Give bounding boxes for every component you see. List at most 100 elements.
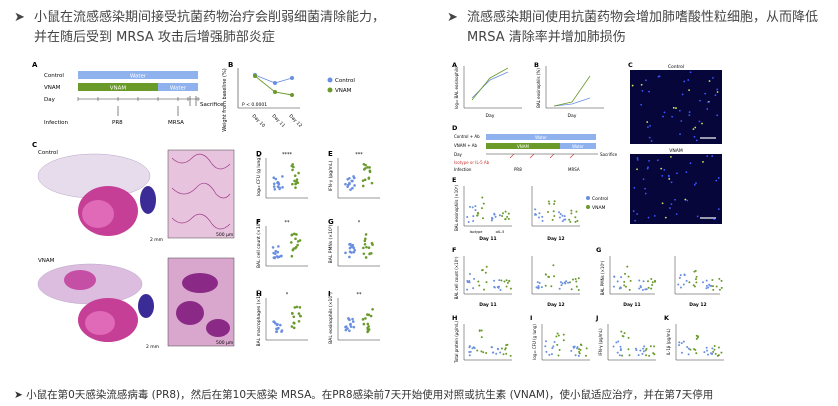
data-point bbox=[553, 340, 556, 343]
data-point bbox=[478, 329, 481, 332]
data-point bbox=[717, 346, 720, 349]
r-event-pr8: PR8 bbox=[514, 167, 522, 172]
data-point bbox=[575, 285, 578, 288]
data-point bbox=[642, 350, 645, 353]
cell-dot bbox=[670, 203, 673, 206]
r-panel-j-letter: J bbox=[595, 314, 598, 322]
microscopy-cells bbox=[631, 71, 720, 222]
data-point bbox=[505, 279, 508, 282]
data-point bbox=[641, 352, 644, 355]
r-panel-f-ylabel: BAL cell count (×10⁵) bbox=[454, 256, 459, 299]
r-panel-g-ylabel: BAL PMNs (×10⁵) bbox=[600, 260, 605, 295]
r-panel-b-xlabel: Day bbox=[568, 113, 577, 119]
left-heading-line1: 小鼠在流感感染期间接受抗菌药物治疗会削弱细菌清除能力， bbox=[34, 10, 386, 25]
scale-500um-vnam: 500 μm bbox=[216, 340, 233, 346]
data-point bbox=[651, 281, 654, 284]
data-point bbox=[538, 212, 541, 215]
data-point bbox=[624, 285, 627, 288]
data-point bbox=[678, 276, 681, 279]
data-point bbox=[509, 287, 512, 290]
data-point bbox=[362, 162, 366, 166]
data-point bbox=[544, 284, 547, 287]
data-point bbox=[367, 325, 370, 328]
data-point bbox=[364, 233, 368, 236]
bullet-arrow-icon: ➤ bbox=[447, 10, 458, 25]
cell-dot bbox=[696, 215, 699, 218]
data-point bbox=[348, 250, 352, 254]
r-panel-i-ylabel: log₁₀ CFU (g lung) bbox=[532, 324, 537, 360]
panel-e-sig: *** bbox=[355, 152, 363, 158]
water-bar-2-label: Water bbox=[170, 86, 187, 92]
r-g-day12: Day 12 bbox=[689, 302, 706, 308]
data-point bbox=[540, 286, 543, 289]
cell-dot bbox=[664, 216, 667, 219]
cell-dot bbox=[687, 79, 690, 81]
data-point bbox=[293, 232, 296, 236]
data-point bbox=[649, 345, 652, 348]
data-point bbox=[484, 271, 487, 274]
data-point bbox=[619, 345, 622, 348]
scatter-panel-e: E IFN-γ (pg/mL) *** bbox=[328, 150, 380, 199]
cell-dot bbox=[683, 80, 686, 83]
data-point bbox=[482, 202, 485, 205]
data-point bbox=[493, 213, 496, 216]
data-point bbox=[281, 186, 284, 189]
legend-control-swatch bbox=[327, 77, 333, 83]
right-heading-line2: MRSA 清除率并增加肺损伤 bbox=[467, 30, 626, 45]
cell-dot bbox=[636, 168, 638, 171]
data-point bbox=[348, 255, 351, 259]
data-point bbox=[627, 275, 630, 278]
data-point bbox=[276, 250, 280, 254]
data-point bbox=[677, 283, 680, 286]
data-point bbox=[570, 288, 573, 291]
data-point bbox=[693, 285, 696, 288]
r-panel-e-ylabel: BAL eosinophils (×10⁵) bbox=[454, 185, 459, 231]
data-point bbox=[695, 337, 698, 340]
r-panel-c-letter: C bbox=[628, 61, 633, 69]
data-point bbox=[290, 325, 294, 328]
panel-c-letter: C bbox=[32, 141, 37, 149]
data-point bbox=[277, 245, 280, 248]
data-point bbox=[290, 254, 294, 258]
data-point bbox=[553, 275, 556, 278]
r-panel-a-ylabel: log₁₀ BAL eosinophils bbox=[454, 67, 459, 109]
data-point bbox=[472, 219, 475, 222]
r-panel-k-letter: K bbox=[664, 314, 670, 322]
data-point bbox=[647, 286, 650, 289]
histology-control-label: Control bbox=[38, 150, 58, 156]
cell-dot bbox=[647, 216, 650, 219]
cell-dot bbox=[670, 156, 672, 158]
row-vnam-label: VNAM bbox=[44, 85, 61, 91]
histology-vnam-zoom-texture bbox=[176, 273, 230, 337]
data-point bbox=[364, 317, 367, 320]
data-point bbox=[552, 264, 555, 267]
data-point bbox=[480, 350, 483, 353]
data-point bbox=[297, 171, 300, 175]
data-point bbox=[468, 205, 471, 208]
data-point bbox=[468, 354, 471, 357]
data-point bbox=[364, 256, 368, 259]
event-sacrifice: Sacrifice bbox=[200, 102, 224, 108]
cell-dot bbox=[670, 181, 673, 184]
data-point bbox=[713, 348, 716, 351]
cell-dot bbox=[713, 218, 716, 221]
data-point bbox=[491, 351, 494, 354]
r-vnam-bar-label: VNAM bbox=[517, 144, 529, 149]
data-point bbox=[707, 286, 710, 289]
r-panel-j-ylabel: IFN-γ (pg/mL) bbox=[598, 328, 603, 356]
data-point bbox=[580, 344, 583, 347]
data-point bbox=[575, 280, 578, 283]
cell-dot bbox=[689, 162, 692, 165]
cell-dot bbox=[671, 115, 674, 118]
right-scatter-dots bbox=[466, 196, 723, 357]
xtick-day10: Day 10 bbox=[251, 113, 267, 129]
data-point bbox=[557, 334, 560, 337]
cell-dot bbox=[712, 76, 714, 79]
cell-dot bbox=[649, 124, 651, 127]
data-point bbox=[612, 345, 615, 348]
data-point bbox=[472, 215, 475, 218]
cell-dot bbox=[688, 114, 691, 117]
data-point bbox=[678, 344, 681, 347]
data-point bbox=[363, 242, 367, 246]
data-point bbox=[720, 351, 723, 354]
